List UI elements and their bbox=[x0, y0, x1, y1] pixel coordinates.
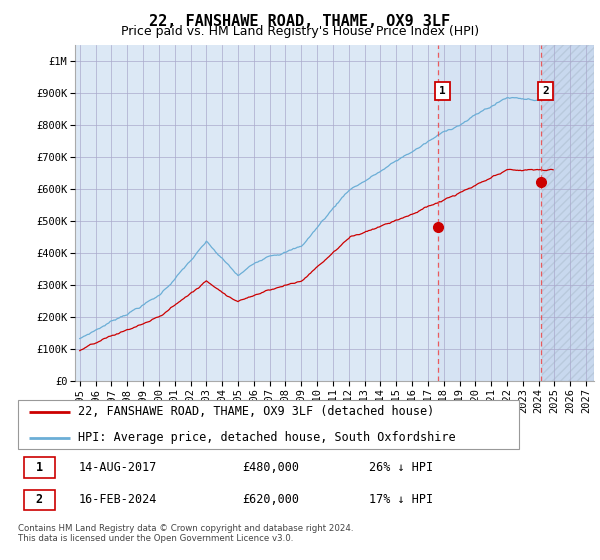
Text: 17% ↓ HPI: 17% ↓ HPI bbox=[369, 493, 433, 506]
Text: 1: 1 bbox=[36, 461, 43, 474]
Text: 16-FEB-2024: 16-FEB-2024 bbox=[78, 493, 157, 506]
Text: 14-AUG-2017: 14-AUG-2017 bbox=[78, 461, 157, 474]
Text: Contains HM Land Registry data © Crown copyright and database right 2024.
This d: Contains HM Land Registry data © Crown c… bbox=[18, 524, 353, 543]
Text: £480,000: £480,000 bbox=[242, 461, 299, 474]
FancyBboxPatch shape bbox=[18, 400, 519, 449]
Bar bbox=[437, 45, 542, 381]
FancyBboxPatch shape bbox=[23, 489, 55, 510]
Text: 26% ↓ HPI: 26% ↓ HPI bbox=[369, 461, 433, 474]
Text: £620,000: £620,000 bbox=[242, 493, 299, 506]
Text: 2: 2 bbox=[36, 493, 43, 506]
Text: 1: 1 bbox=[439, 86, 446, 96]
Text: 22, FANSHAWE ROAD, THAME, OX9 3LF: 22, FANSHAWE ROAD, THAME, OX9 3LF bbox=[149, 14, 451, 29]
FancyBboxPatch shape bbox=[23, 458, 55, 478]
Bar bbox=[542, 45, 594, 381]
Text: Price paid vs. HM Land Registry's House Price Index (HPI): Price paid vs. HM Land Registry's House … bbox=[121, 25, 479, 38]
Text: 2: 2 bbox=[542, 86, 549, 96]
Bar bbox=[542, 45, 594, 381]
Text: HPI: Average price, detached house, South Oxfordshire: HPI: Average price, detached house, Sout… bbox=[78, 431, 456, 444]
Text: 22, FANSHAWE ROAD, THAME, OX9 3LF (detached house): 22, FANSHAWE ROAD, THAME, OX9 3LF (detac… bbox=[78, 405, 434, 418]
